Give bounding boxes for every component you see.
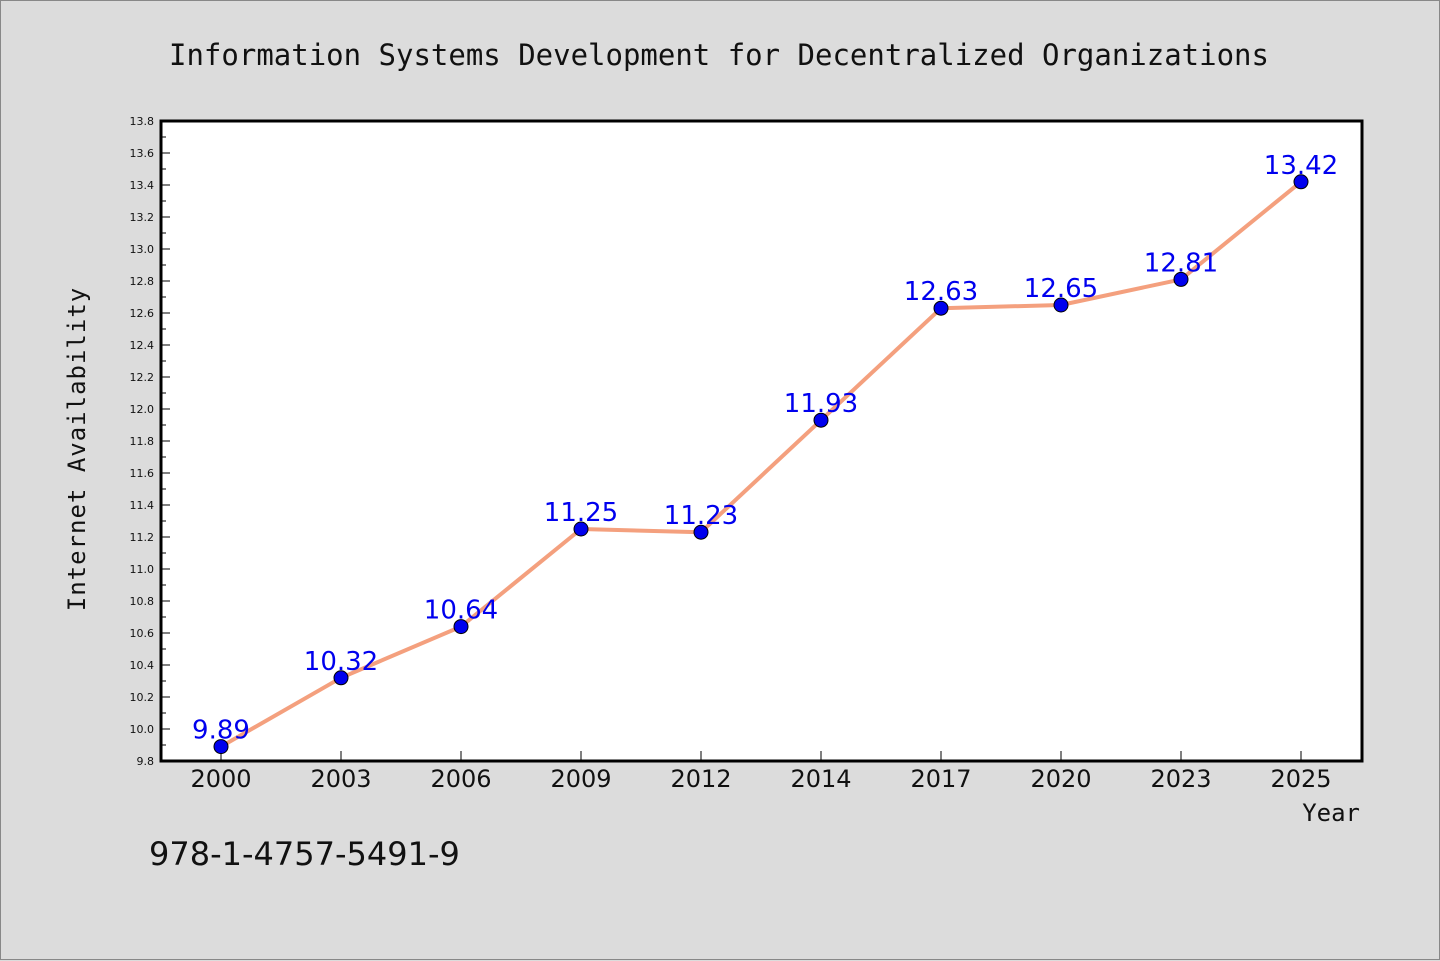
data-point-label: 12.65 <box>1024 274 1098 304</box>
chart-title: Information Systems Development for Dece… <box>169 38 1269 72</box>
y-tick-label: 12.4 <box>130 339 155 352</box>
plot-area <box>159 119 1364 763</box>
data-point-marker <box>1053 297 1069 313</box>
data-point-marker <box>453 619 469 635</box>
data-point-marker <box>693 524 709 540</box>
data-labels: 9.89 10.32 10.64 11.25 11.23 11.93 12.63 12.65 1… <box>192 151 1338 746</box>
data-point-label: 11.25 <box>544 498 618 528</box>
data-point-marker <box>933 300 949 316</box>
x-axis: 2000 2003 2006 2009 2012 2014 2017 2020 2023 2025 <box>190 751 1332 793</box>
x-tick-label: 2014 <box>790 765 851 793</box>
x-tick-label: 2006 <box>430 765 491 793</box>
y-tick-label: 12.0 <box>130 403 155 416</box>
data-point-label: 10.64 <box>424 596 498 626</box>
y-axis-title: Internet Availability <box>63 287 91 611</box>
y-tick-label: 13.0 <box>130 243 155 256</box>
data-point-marker <box>573 521 589 537</box>
x-tick-label: 2025 <box>1270 765 1331 793</box>
x-tick-label: 2020 <box>1030 765 1091 793</box>
y-tick-label: 13.4 <box>130 179 155 192</box>
series-markers <box>213 174 1309 755</box>
data-point-label: 12.81 <box>1144 248 1218 278</box>
y-tick-label: 13.8 <box>130 115 155 128</box>
isbn-text: 978-1-4757-5491-9 <box>149 835 460 873</box>
y-tick-label: 9.8 <box>137 755 155 768</box>
y-tick-label: 12.6 <box>130 307 155 320</box>
x-axis-title: Year <box>1302 799 1360 827</box>
y-tick-label: 10.8 <box>130 595 155 608</box>
y-tick-label: 10.0 <box>130 723 155 736</box>
data-point-label: 11.23 <box>664 501 738 531</box>
y-tick-label: 13.2 <box>130 211 155 224</box>
y-tick-label: 11.2 <box>130 531 155 544</box>
x-tick-label: 2009 <box>550 765 611 793</box>
y-tick-label: 10.2 <box>130 691 155 704</box>
data-point-label: 12.63 <box>904 277 978 307</box>
y-tick-label: 10.4 <box>130 659 155 672</box>
x-tick-label: 2017 <box>910 765 971 793</box>
y-axis: 9.8 10.0 10.2 10.4 10.6 10.8 11.0 11.2 11.4 11.6 1… <box>130 115 170 768</box>
data-point-marker <box>813 412 829 428</box>
y-tick-label: 11.0 <box>130 563 155 576</box>
data-point-marker <box>1293 174 1309 190</box>
data-point-label: 11.93 <box>784 389 858 419</box>
x-tick-label: 2000 <box>190 765 251 793</box>
y-tick-label: 12.8 <box>130 275 155 288</box>
y-tick-label: 13.6 <box>130 147 155 160</box>
x-tick-label: 2012 <box>670 765 731 793</box>
series-polyline <box>220 180 1303 749</box>
data-point-label: 13.42 <box>1264 151 1338 181</box>
y-tick-label: 10.6 <box>130 627 155 640</box>
data-point-marker <box>213 739 229 755</box>
y-tick-label: 11.4 <box>130 499 155 512</box>
series-line <box>220 180 1303 749</box>
y-tick-label: 11.8 <box>130 435 155 448</box>
data-point-marker <box>1173 271 1189 287</box>
data-point-label: 10.32 <box>304 647 378 677</box>
data-point-label: 9.89 <box>192 716 250 746</box>
data-point-marker <box>333 670 349 686</box>
y-tick-label: 12.2 <box>130 371 155 384</box>
x-tick-label: 2023 <box>1150 765 1211 793</box>
y-tick-label: 11.6 <box>130 467 155 480</box>
x-tick-label: 2003 <box>310 765 371 793</box>
